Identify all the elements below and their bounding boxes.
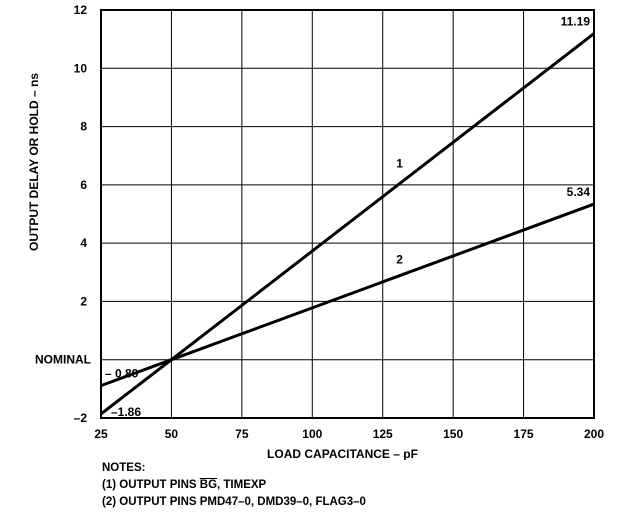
plot-frame — [100, 9, 595, 419]
series-lines — [100, 32, 595, 416]
grid-lines — [100, 9, 595, 419]
series-line-2 — [100, 202, 595, 388]
series-label: 2 — [396, 253, 403, 267]
x-tick-label: 175 — [514, 427, 534, 441]
x-tick-label: 150 — [443, 427, 463, 441]
value-annotation: 11.19 — [561, 15, 591, 29]
value-annotation: –1.86 — [111, 405, 141, 419]
x-tick-label: 200 — [584, 427, 604, 441]
y-tick-label: –2 — [74, 411, 88, 425]
nominal-label: NOMINAL — [35, 353, 91, 367]
x-tick-label: 50 — [165, 427, 179, 441]
y-tick-label: 12 — [74, 3, 88, 17]
x-tick-label: 25 — [94, 427, 108, 441]
y-tick-labels: –2 2 4 6 8 10 12 — [74, 3, 88, 425]
y-tick-label: 4 — [80, 236, 87, 250]
y-tick-label: 10 — [74, 61, 88, 75]
x-tick-label: 125 — [373, 427, 393, 441]
x-axis-label: LOAD CAPACITANCE – pF — [267, 447, 418, 460]
x-tick-label: 75 — [235, 427, 249, 441]
note-1-suffix: , TIMEXP — [217, 479, 267, 491]
notes-heading: NOTES: — [102, 462, 146, 474]
note-1-prefix: (1) OUTPUT PINS — [102, 479, 200, 491]
x-tick-labels: 25 50 75 100 125 150 175 200 — [94, 427, 604, 441]
y-tick-label: 6 — [80, 178, 87, 192]
value-annotation: – 0.89 — [105, 367, 139, 381]
y-tick-label: 2 — [80, 294, 87, 308]
value-annotations: 11.19 5.34 – 0.89 –1.86 1 2 — [105, 15, 590, 419]
y-tick-label: 8 — [80, 120, 87, 134]
x-tick-label: 100 — [302, 427, 322, 441]
note-1: (1) OUTPUT PINS BG, TIMEXP — [102, 477, 366, 494]
note-1-overline-signal: BG — [199, 479, 218, 491]
y-axis-label: OUTPUT DELAY OR HOLD – ns — [27, 73, 41, 251]
value-annotation: 5.34 — [567, 185, 591, 199]
notes-block: NOTES: (1) OUTPUT PINS BG, TIMEXP (2) OU… — [102, 460, 366, 511]
note-2: (2) OUTPUT PINS PMD47–0, DMD39–0, FLAG3–… — [102, 496, 366, 508]
series-label: 1 — [396, 156, 403, 170]
